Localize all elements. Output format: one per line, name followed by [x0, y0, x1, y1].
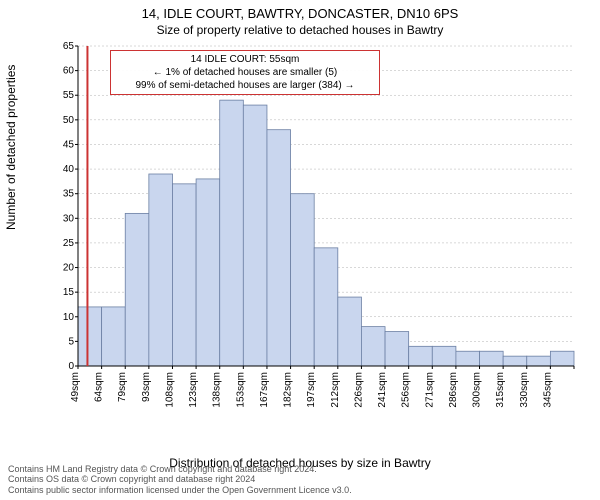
svg-text:5: 5	[68, 336, 74, 347]
svg-text:15: 15	[63, 287, 75, 298]
chart-area: 0 5 10 15 20 25 30 35 40 45 50 55 60 65 49sqm 64sqm 79sq…	[52, 42, 582, 422]
svg-text:65: 65	[63, 42, 75, 52]
svg-text:60: 60	[63, 66, 75, 77]
svg-text:345sqm: 345sqm	[542, 372, 553, 408]
svg-text:123sqm: 123sqm	[188, 372, 199, 408]
annotation-line: 99% of semi-detached houses are larger (…	[115, 79, 375, 92]
svg-text:271sqm: 271sqm	[424, 372, 435, 408]
svg-text:241sqm: 241sqm	[377, 372, 388, 408]
svg-text:49sqm: 49sqm	[70, 372, 81, 402]
svg-text:212sqm: 212sqm	[330, 372, 341, 408]
histogram-plot: 0 5 10 15 20 25 30 35 40 45 50 55 60 65 49sqm 64sqm 79sq…	[52, 42, 582, 422]
reference-annotation: 14 IDLE COURT: 55sqm ← 1% of detached ho…	[110, 50, 380, 95]
y-axis-label: Number of detached properties	[4, 65, 18, 230]
svg-text:315sqm: 315sqm	[495, 372, 506, 408]
svg-text:300sqm: 300sqm	[472, 372, 483, 408]
svg-text:182sqm: 182sqm	[283, 372, 294, 408]
svg-text:50: 50	[63, 115, 75, 126]
annotation-line: ← 1% of detached houses are smaller (5)	[115, 66, 375, 79]
svg-text:197sqm: 197sqm	[306, 372, 317, 408]
svg-text:226sqm: 226sqm	[353, 372, 364, 408]
svg-text:20: 20	[63, 263, 75, 274]
svg-text:167sqm: 167sqm	[259, 372, 270, 408]
svg-text:10: 10	[63, 312, 75, 323]
svg-text:330sqm: 330sqm	[519, 372, 530, 408]
svg-text:286sqm: 286sqm	[448, 372, 459, 408]
footer-line: Contains OS data © Crown copyright and d…	[8, 474, 592, 485]
svg-text:256sqm: 256sqm	[401, 372, 412, 408]
annotation-line: 14 IDLE COURT: 55sqm	[115, 53, 375, 66]
svg-text:40: 40	[63, 164, 75, 175]
svg-text:0: 0	[68, 361, 74, 372]
svg-text:30: 30	[63, 213, 75, 224]
chart-title-desc: Size of property relative to detached ho…	[0, 23, 600, 37]
chart-title-address: 14, IDLE COURT, BAWTRY, DONCASTER, DN10 …	[0, 6, 600, 21]
footer-line: Contains public sector information licen…	[8, 485, 592, 496]
svg-text:64sqm: 64sqm	[94, 372, 105, 402]
svg-text:45: 45	[63, 139, 75, 150]
footer-attribution: Contains HM Land Registry data © Crown c…	[8, 464, 592, 496]
svg-text:108sqm: 108sqm	[164, 372, 175, 408]
svg-text:93sqm: 93sqm	[141, 372, 152, 402]
svg-text:35: 35	[63, 189, 75, 200]
svg-text:25: 25	[63, 238, 75, 249]
svg-text:79sqm: 79sqm	[117, 372, 128, 402]
footer-line: Contains HM Land Registry data © Crown c…	[8, 464, 592, 475]
svg-text:138sqm: 138sqm	[212, 372, 223, 408]
svg-text:55: 55	[63, 90, 75, 101]
svg-text:153sqm: 153sqm	[235, 372, 246, 408]
